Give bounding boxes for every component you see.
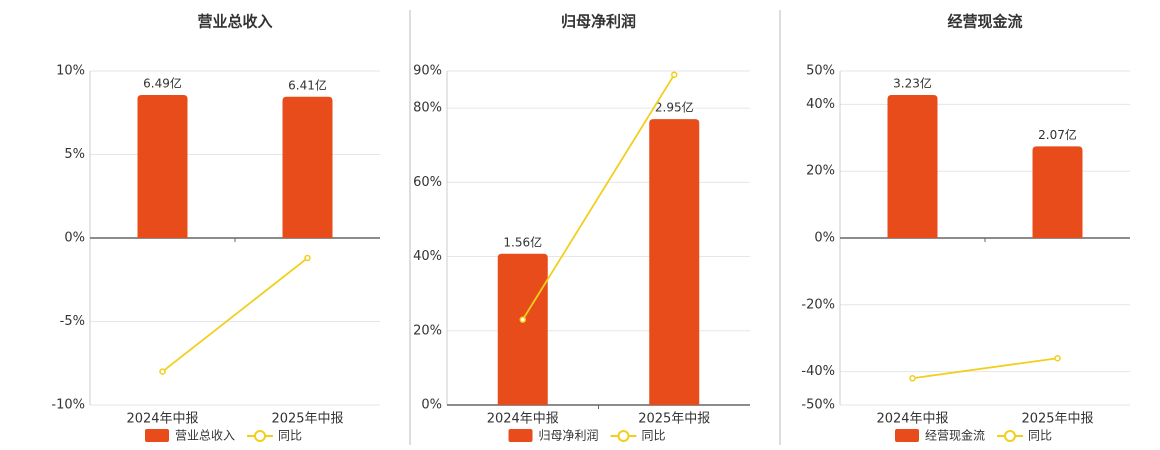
value-label: 2.95亿 [655, 100, 694, 115]
legend-marker [1004, 430, 1016, 442]
y-tick-label: 20% [413, 323, 442, 338]
y-tick-label: 20% [806, 164, 835, 179]
line-point [909, 375, 916, 382]
legend-label: 营业总收入 [175, 429, 235, 443]
legend-swatch [895, 429, 919, 442]
y-tick-label: 80% [413, 101, 442, 116]
legend-label: 同比 [278, 429, 302, 443]
x-tick-label: 2025年中报 [1021, 412, 1093, 427]
bar [497, 253, 548, 405]
y-tick-label: -40% [801, 364, 835, 379]
x-tick-label: 2024年中报 [487, 412, 559, 427]
line [521, 74, 676, 321]
value-label: 3.23亿 [893, 76, 932, 91]
y-tick-label: 10% [56, 64, 85, 79]
value-label: 1.56亿 [503, 234, 542, 249]
line [912, 357, 1058, 380]
legend-marker [617, 430, 630, 442]
legend-label: 经营现金流 [925, 428, 985, 443]
line-point [304, 254, 311, 262]
chart-title: 营业总收入 [197, 13, 272, 31]
line [161, 257, 309, 373]
chart-title: 归母净利润 [561, 13, 636, 31]
value-label: 2.07亿 [1038, 127, 1077, 142]
x-tick-label: 2024年中报 [876, 412, 948, 427]
value-label: 6.41亿 [288, 77, 327, 92]
line-point [159, 368, 166, 375]
legend-label: 同比 [1028, 429, 1052, 443]
bar [137, 95, 188, 238]
y-tick-label: 40% [806, 97, 835, 112]
legend-marker [254, 430, 266, 442]
y-tick-label: 0% [814, 231, 835, 246]
y-tick-label: 5% [64, 147, 85, 162]
value-label: 6.49亿 [143, 76, 182, 91]
legend-label: 归母净利润 [539, 429, 599, 443]
y-tick-label: 40% [413, 249, 442, 264]
y-tick-label: 90% [413, 64, 442, 79]
y-tick-label: 60% [413, 175, 442, 190]
y-tick-label: 0% [64, 231, 85, 246]
line-point [671, 71, 678, 78]
bar [282, 96, 333, 238]
y-tick-label: -10% [51, 398, 85, 413]
legend-swatch [508, 429, 533, 442]
legend-label: 同比 [642, 429, 666, 443]
legend-swatch [145, 429, 169, 442]
y-tick-label: -5% [60, 314, 85, 329]
y-tick-label: -50% [801, 398, 835, 413]
chart-title: 经营现金流 [947, 13, 1022, 31]
x-tick-label: 2025年中报 [638, 412, 710, 427]
y-tick-label: 50% [806, 64, 835, 79]
y-tick-label: 0% [421, 398, 442, 413]
line-point [1054, 354, 1061, 362]
x-tick-label: 2024年中报 [126, 412, 198, 427]
x-tick-label: 2025年中报 [271, 412, 343, 427]
bar [887, 95, 938, 238]
y-tick-label: -20% [801, 297, 835, 312]
bar [649, 119, 700, 405]
bar [1032, 146, 1083, 238]
line-point [519, 316, 526, 323]
